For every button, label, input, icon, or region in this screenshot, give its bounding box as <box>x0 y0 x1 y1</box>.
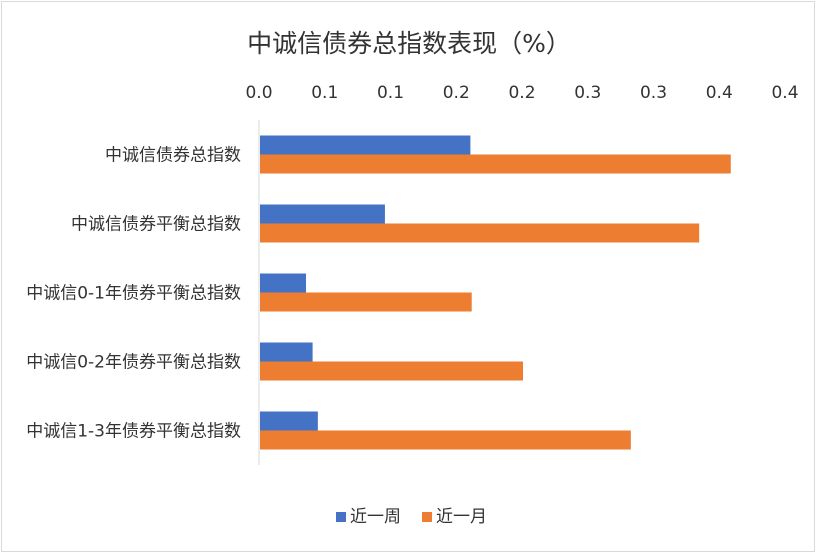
category-label: 中诚信0-1年债券平衡总指数 <box>26 284 241 304</box>
bar-month <box>260 361 523 381</box>
category-label: 中诚信债券平衡总指数 <box>71 215 241 235</box>
x-tick-label: 0.2 <box>443 83 470 103</box>
x-tick-label: 0.3 <box>574 83 601 103</box>
bar-week <box>260 342 313 362</box>
category-label: 中诚信1-3年债券平衡总指数 <box>26 422 241 442</box>
bar-month <box>260 154 731 174</box>
category-label: 中诚信债券总指数 <box>105 146 241 166</box>
legend-swatch <box>422 512 432 522</box>
bar-month <box>260 430 631 450</box>
bar-week <box>260 204 385 224</box>
legend: 近一周 近一月 <box>336 507 487 527</box>
bar-week <box>260 273 307 293</box>
x-tick-label: 0.1 <box>377 83 404 103</box>
x-tick-label: 0.0 <box>245 83 272 103</box>
category-labels: 中诚信债券总指数中诚信债券平衡总指数中诚信0-1年债券平衡总指数中诚信0-2年债… <box>26 146 241 442</box>
x-tick-label: 0.4 <box>771 83 798 103</box>
legend-swatch <box>336 512 346 522</box>
bars <box>260 135 731 450</box>
x-tick-label: 0.2 <box>508 83 535 103</box>
legend-label: 近一周 <box>350 507 401 527</box>
chart-title: 中诚信债券总指数表现（%） <box>247 29 571 58</box>
x-tick-label: 0.1 <box>311 83 338 103</box>
legend-label: 近一月 <box>436 507 487 527</box>
x-tick-label: 0.4 <box>706 83 733 103</box>
bar-week <box>260 135 471 155</box>
bar-week <box>260 411 318 431</box>
category-label: 中诚信0-2年债券平衡总指数 <box>26 353 241 373</box>
bar-month <box>260 223 700 243</box>
x-axis-ticks: 0.0 0.1 0.1 0.2 0.2 0.3 0.3 0.4 0.4 <box>245 83 798 103</box>
bar-month <box>260 292 472 312</box>
x-tick-label: 0.3 <box>640 83 667 103</box>
